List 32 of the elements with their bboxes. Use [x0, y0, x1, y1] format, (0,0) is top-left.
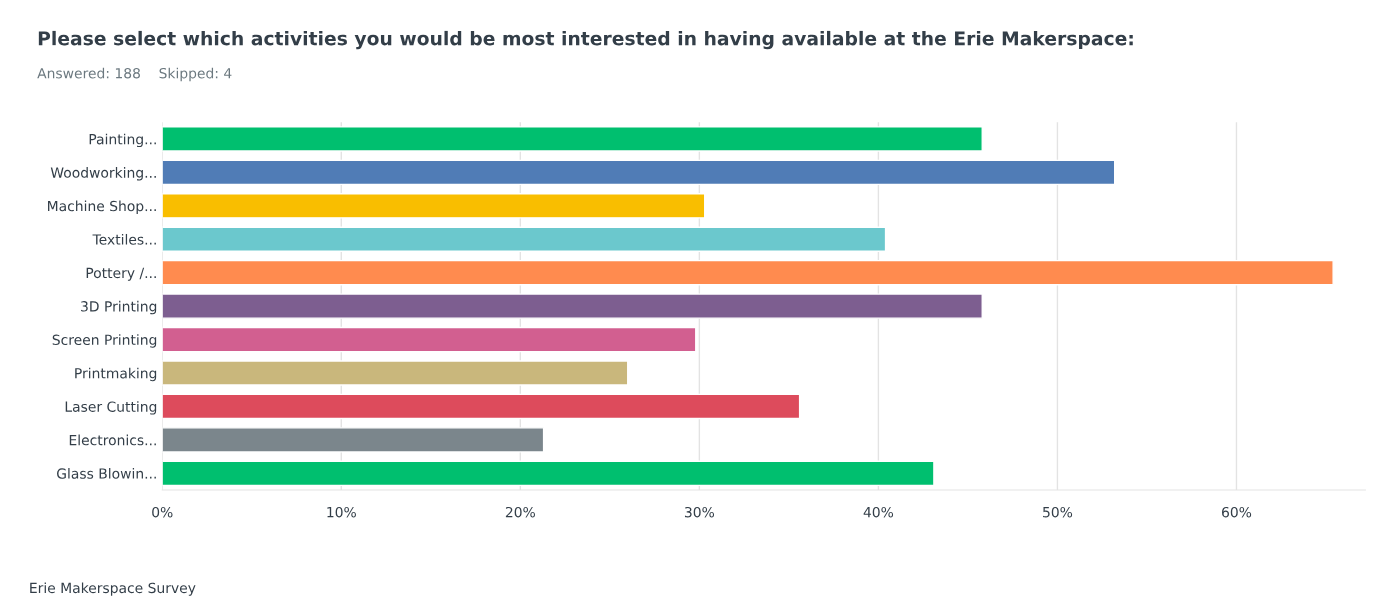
y-tick-label: Electronics... [69, 434, 156, 446]
bar [162, 226, 887, 252]
x-tick-label: 30% [684, 506, 715, 518]
bar [162, 159, 1116, 186]
y-tick-label: 3D Printing [81, 300, 157, 315]
bar [162, 326, 697, 353]
bar [162, 259, 1334, 286]
chart-subtitle: Answered: 188 Skipped: 4 [37, 67, 232, 82]
bar [162, 427, 545, 453]
y-tick-label: Painting... [89, 133, 156, 148]
x-tick-label: 0% [152, 506, 173, 518]
y-tick-label: Laser Cutting [65, 401, 157, 415]
y-tick-label: Screen Printing [52, 334, 157, 348]
x-tick-label: 40% [863, 506, 894, 518]
y-tick-label: Pottery /... [86, 267, 156, 281]
bar [162, 293, 983, 319]
text: Erie Makerspace Survey [30, 582, 196, 596]
x-tick-label: 10% [327, 506, 356, 518]
bar [162, 126, 983, 152]
bar [162, 460, 935, 487]
x-tick-label: 50% [1043, 506, 1073, 518]
chart-title: Please select which activities you would be most interested in having available at the Erie Makerspace: [38, 30, 1133, 50]
y-tick-label: Machine Shop... [48, 200, 156, 214]
y-tick-label: Textiles... [92, 233, 156, 245]
bar [162, 360, 629, 386]
x-tick-label: 20% [505, 506, 535, 518]
y-tick-label: Glass Blowin... [57, 468, 156, 479]
bar [162, 393, 801, 420]
bar [162, 193, 706, 219]
y-tick-label: Woodworking... [50, 167, 156, 181]
y-tick-label: Printmaking [75, 367, 157, 382]
x-tick-label: 60% [1222, 506, 1252, 518]
